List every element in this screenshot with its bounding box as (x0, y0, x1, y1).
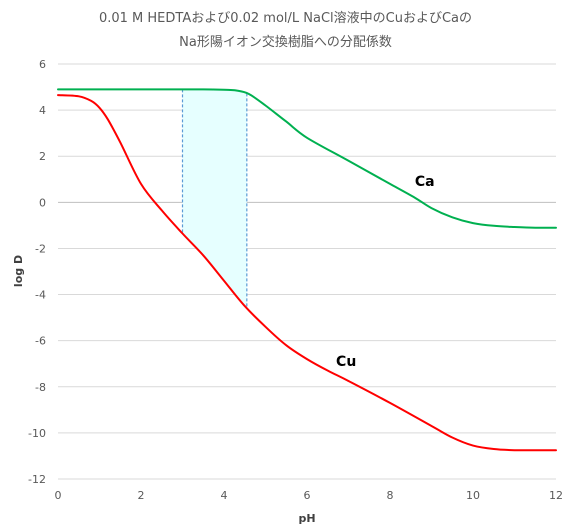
x-tick-label: 0 (55, 489, 62, 502)
y-tick-label: -8 (35, 381, 46, 394)
chart-title-line-1: 0.01 M HEDTAおよび0.02 mol/L NaCl溶液中のCuおよびC… (98, 11, 473, 26)
series-label-ca: Ca (415, 174, 435, 190)
y-tick-label: 2 (39, 150, 46, 163)
x-tick-label: 2 (138, 489, 145, 502)
x-tick-label: 12 (549, 489, 563, 502)
series-line-cu (57, 94, 557, 452)
shaded-area (182, 89, 247, 309)
y-tick-label: -6 (35, 335, 46, 348)
x-tick-label: 8 (387, 489, 394, 502)
grid-lines (58, 63, 556, 480)
y-tick-label: 6 (39, 58, 46, 71)
y-tick-label: -10 (28, 427, 46, 440)
x-tick-label: 6 (304, 489, 311, 502)
shaded-region (181, 89, 248, 309)
series-lines (57, 88, 557, 452)
x-tick-label: 10 (466, 489, 480, 502)
chart-title-line-2: Na形陽イオン交換樹脂への分配係数 (179, 35, 392, 50)
y-tick-label: 0 (39, 196, 46, 209)
x-tick-label: 4 (221, 489, 228, 502)
series-label-cu: Cu (336, 354, 356, 370)
y-tick-label: -2 (35, 242, 46, 255)
y-tick-label: 4 (39, 104, 46, 117)
y-axis-title: log D (12, 255, 25, 287)
y-tick-label: -12 (28, 473, 46, 486)
series-line-ca (57, 88, 557, 229)
series-labels: Ca Cu (336, 174, 435, 370)
x-axis-title: pH (298, 512, 315, 525)
y-tick-label: -4 (35, 289, 46, 302)
tick-labels: 6 4 2 0 -2 -4 -6 -8 -10 -12 0 2 4 6 8 10 12 (28, 58, 563, 502)
